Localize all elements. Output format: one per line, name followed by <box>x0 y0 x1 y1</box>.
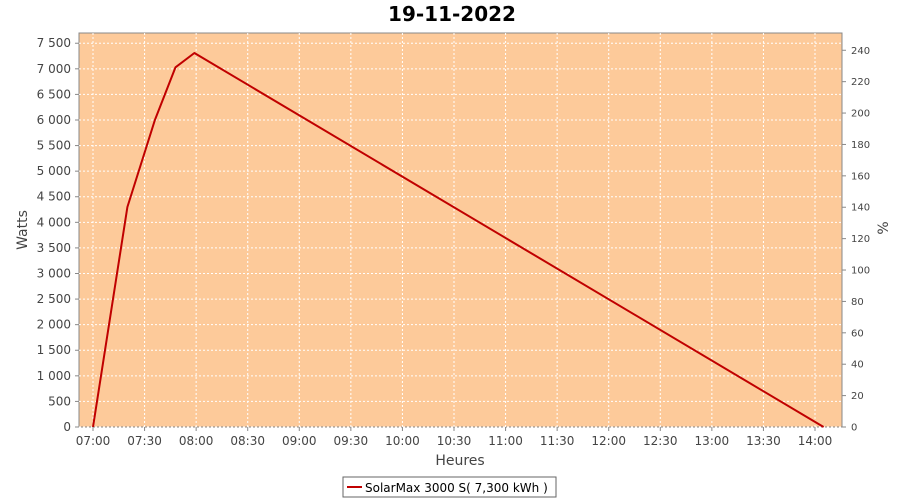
y2-tick-label: 0 <box>851 423 857 434</box>
y2-axis-label: % <box>876 221 892 234</box>
y-tick-label: 5 500 <box>37 139 71 153</box>
y2-tick-label: 200 <box>851 109 870 120</box>
x-tick-label: 14:00 <box>798 434 833 448</box>
y-tick-label: 500 <box>48 394 71 408</box>
x-tick-label: 07:00 <box>76 434 111 448</box>
y2-tick-label: 120 <box>851 234 870 245</box>
y-tick-label: 6 500 <box>37 87 71 101</box>
grid-lines <box>79 33 842 428</box>
y-tick-label: 5 000 <box>37 164 71 178</box>
x-tick-label: 11:00 <box>488 434 523 448</box>
y2-axis-ticks: 0 20 40 60 80 100 120 140 160 180 200 220 240 <box>842 46 870 434</box>
x-tick-label: 09:00 <box>282 434 317 448</box>
y2-tick-label: 220 <box>851 77 870 88</box>
legend: SolarMax 3000 S( 7,300 kWh ) <box>342 476 557 498</box>
y2-tick-label: 140 <box>851 203 870 214</box>
legend-label: SolarMax 3000 S( 7,300 kWh ) <box>365 481 548 495</box>
y2-tick-label: 240 <box>851 46 870 57</box>
x-axis-label: Heures <box>435 453 484 469</box>
legend-box <box>342 476 557 498</box>
x-tick-label: 10:00 <box>385 434 420 448</box>
x-axis-ticks: 07:00 07:30 08:00 08:30 09:00 09:30 10:00 10:30… <box>76 427 833 448</box>
y2-tick-label: 180 <box>851 140 870 151</box>
y-tick-label: 2 500 <box>37 292 71 306</box>
series-line <box>92 52 825 428</box>
y2-tick-label: 60 <box>851 328 864 339</box>
y2-tick-label: 40 <box>851 360 864 371</box>
x-tick-label: 08:00 <box>179 434 214 448</box>
y-axis-label: Watts <box>15 210 31 250</box>
series-group <box>92 52 825 428</box>
x-tick-label: 07:30 <box>127 434 162 448</box>
y-tick-label: 4 000 <box>37 215 71 229</box>
x-tick-label: 08:30 <box>230 434 265 448</box>
y-axis-ticks: 0 500 1 000 1 500 2 000 2 500 3 000 3 500 4 000 4… <box>37 36 79 434</box>
y-tick-label: 3 000 <box>37 266 71 280</box>
chart-title: 19-11-2022 <box>388 2 516 26</box>
y-tick-label: 7 500 <box>37 36 71 50</box>
y-tick-label: 6 000 <box>37 113 71 127</box>
x-tick-label: 10:30 <box>437 434 472 448</box>
y-tick-label: 7 000 <box>37 62 71 76</box>
y-tick-label: 4 500 <box>37 190 71 204</box>
y-tick-label: 3 500 <box>37 241 71 255</box>
x-tick-label: 13:00 <box>695 434 730 448</box>
y2-tick-label: 20 <box>851 391 864 402</box>
y2-tick-label: 80 <box>851 297 864 308</box>
y2-tick-label: 160 <box>851 171 870 182</box>
x-tick-label: 12:00 <box>591 434 626 448</box>
x-tick-label: 12:30 <box>643 434 678 448</box>
x-tick-label: 13:30 <box>746 434 781 448</box>
plot-area <box>78 32 843 428</box>
x-tick-label: 09:30 <box>334 434 369 448</box>
y-tick-label: 0 <box>63 420 71 434</box>
y-tick-label: 1 000 <box>37 369 71 383</box>
y-tick-label: 1 500 <box>37 343 71 357</box>
y-tick-label: 2 000 <box>37 318 71 332</box>
y2-tick-label: 100 <box>851 266 870 277</box>
x-tick-label: 11:30 <box>540 434 575 448</box>
